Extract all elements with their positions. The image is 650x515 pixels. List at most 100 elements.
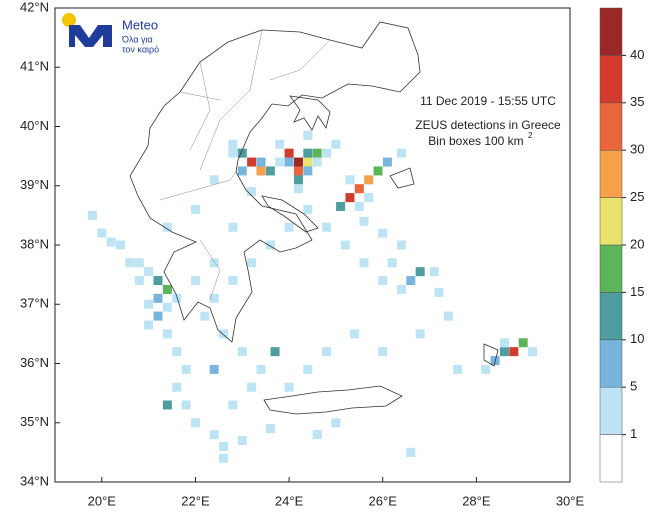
cell xyxy=(162,329,172,339)
cell xyxy=(509,347,519,357)
cell xyxy=(172,347,182,357)
colorbar-label: 25 xyxy=(630,189,644,204)
cell xyxy=(265,424,275,434)
colorbar-bin xyxy=(599,292,623,341)
cell xyxy=(237,436,247,446)
colorbar-bin xyxy=(599,339,623,388)
cell xyxy=(275,139,285,149)
cell xyxy=(499,338,509,348)
cell xyxy=(228,276,238,286)
y-tick-label: 39°N xyxy=(20,177,49,192)
cell xyxy=(265,240,275,250)
logo-sun xyxy=(62,13,76,27)
cell xyxy=(359,216,369,226)
cell xyxy=(406,447,416,457)
cell xyxy=(247,157,257,167)
cell xyxy=(396,284,406,294)
cell xyxy=(87,210,97,220)
cell xyxy=(528,347,538,357)
cell xyxy=(256,166,266,176)
annotation: Bin boxes 100 km xyxy=(428,134,523,148)
cell xyxy=(162,222,172,232)
cell xyxy=(481,364,491,374)
colorbar-label: 1 xyxy=(630,426,637,441)
annotation-exponent: 2 xyxy=(528,131,533,140)
colorbar-label: 10 xyxy=(630,331,644,346)
cell xyxy=(153,276,163,286)
colorbar-label: 30 xyxy=(630,142,644,157)
cell xyxy=(354,201,364,211)
colorbar-bin xyxy=(599,102,623,151)
cell xyxy=(284,382,294,392)
cell xyxy=(293,184,303,194)
cell xyxy=(303,364,313,374)
crete xyxy=(263,385,403,415)
cell xyxy=(237,166,247,176)
cell xyxy=(336,201,346,211)
cell xyxy=(270,347,280,357)
cell xyxy=(116,240,126,250)
cell xyxy=(219,453,229,463)
cell xyxy=(303,157,313,167)
cell xyxy=(443,311,453,321)
cell xyxy=(265,166,275,176)
x-tick-label: 30°E xyxy=(556,493,585,508)
colorbar-bin xyxy=(599,55,623,104)
cell xyxy=(345,175,355,185)
cell xyxy=(453,364,463,374)
cell xyxy=(134,276,144,286)
cell xyxy=(144,267,154,277)
cell xyxy=(373,166,383,176)
cell xyxy=(378,347,388,357)
cell xyxy=(396,148,406,158)
cell xyxy=(162,400,172,410)
cell xyxy=(406,276,416,286)
annotation: 11 Dec 2019 - 15:55 UTC xyxy=(420,94,556,108)
cell xyxy=(364,175,374,185)
cell xyxy=(396,240,406,250)
x-tick-label: 20°E xyxy=(88,493,117,508)
cell xyxy=(518,338,528,348)
cell xyxy=(162,302,172,312)
cell xyxy=(378,228,388,238)
cell xyxy=(209,364,219,374)
cell xyxy=(97,228,107,238)
cell xyxy=(303,130,313,140)
cell xyxy=(209,430,219,440)
mainland xyxy=(129,21,421,343)
chalkidiki xyxy=(289,95,331,131)
cell xyxy=(382,157,392,167)
map-frame xyxy=(54,7,571,483)
cell xyxy=(293,175,303,185)
cell xyxy=(331,418,341,428)
cell xyxy=(345,193,355,203)
cell xyxy=(354,184,364,194)
cell xyxy=(303,148,313,158)
lesvos xyxy=(389,167,415,189)
y-tick-label: 34°N xyxy=(20,473,49,488)
cell xyxy=(209,175,219,185)
cell xyxy=(350,329,360,339)
cell xyxy=(303,204,313,214)
rhodes xyxy=(483,343,499,367)
y-tick-label: 40°N xyxy=(20,118,49,133)
cell xyxy=(312,157,322,167)
cell xyxy=(331,139,341,149)
x-tick-label: 24°E xyxy=(275,493,304,508)
cell xyxy=(172,382,182,392)
colorbar-label: 35 xyxy=(630,94,644,109)
cell xyxy=(209,293,219,303)
cell xyxy=(219,329,229,339)
cell xyxy=(284,222,294,232)
cell xyxy=(190,418,200,428)
cell xyxy=(106,237,116,247)
cell xyxy=(429,267,439,277)
cell xyxy=(237,148,247,158)
cell xyxy=(125,258,135,268)
cell xyxy=(247,258,257,268)
colorbar-bin xyxy=(599,197,623,246)
colorbar-bin xyxy=(599,244,623,293)
regions xyxy=(159,29,331,301)
cell xyxy=(181,364,191,374)
